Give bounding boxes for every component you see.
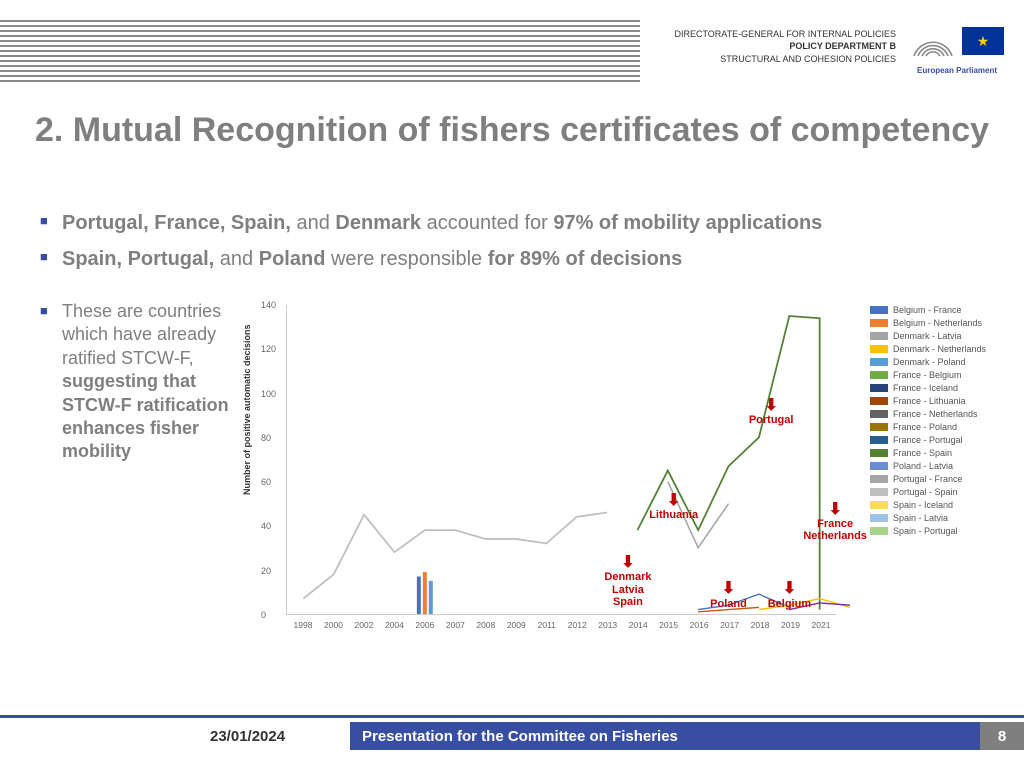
header-text: DIRECTORATE-GENERAL FOR INTERNAL POLICIE… [674,28,896,66]
footer: 23/01/2024 Presentation for the Committe… [0,722,1024,750]
legend-item: Spain - Iceland [870,500,1018,510]
legend-item: Portugal - Spain [870,487,1018,497]
bullet-item: Portugal, France, Spain, and Denmark acc… [40,210,980,236]
chart-annotation: ⬇Poland [693,580,763,610]
side-bullet: These are countries which have already r… [40,300,240,464]
legend-item: Portugal - France [870,474,1018,484]
chart-series [287,305,836,614]
y-axis-label: Number of positive automatic decisions [242,324,252,495]
hdr-line1: DIRECTORATE-GENERAL FOR INTERNAL POLICIE… [674,28,896,41]
chart-plot: 0204060801001201401998200020022004200620… [286,305,836,615]
legend-item: Spain - Latvia [870,513,1018,523]
legend-item: Belgium - France [870,305,1018,315]
legend-item: Poland - Latvia [870,461,1018,471]
hdr-line2: POLICY DEPARTMENT B [674,40,896,53]
legend-item: France - Poland [870,422,1018,432]
footer-date: 23/01/2024 [0,728,350,745]
chart-annotation: ⬇Belgium [754,580,824,610]
chart-annotation: ⬇Portugal [736,397,806,427]
legend-item: Belgium - Netherlands [870,318,1018,328]
legend-item: Spain - Portugal [870,526,1018,536]
legend-item: France - Belgium [870,370,1018,380]
footer-title: Presentation for the Committee on Fisher… [350,722,980,750]
ep-logo-block: ★ European Parliament [910,18,1004,75]
legend-item: Denmark - Netherlands [870,344,1018,354]
legend-item: France - Lithuania [870,396,1018,406]
header-stripes [0,20,640,80]
hdr-line3: STRUCTURAL AND COHESION POLICIES [674,53,896,66]
legend-item: France - Netherlands [870,409,1018,419]
footer-page: 8 [980,722,1024,750]
ep-label: European Parliament [910,66,1004,75]
legend-item: France - Spain [870,448,1018,458]
page-title: 2. Mutual Recognition of fishers certifi… [0,110,1024,151]
legend-item: Denmark - Poland [870,357,1018,367]
hemicycle-icon [910,18,956,64]
legend-item: France - Portugal [870,435,1018,445]
chart-annotation: ⬇FranceNetherlands [800,501,870,543]
header-right: DIRECTORATE-GENERAL FOR INTERNAL POLICIE… [674,18,1004,75]
legend-item: France - Iceland [870,383,1018,393]
chart-container: Number of positive automatic decisions 0… [250,295,1010,665]
footer-line [0,715,1024,718]
legend-item: Denmark - Latvia [870,331,1018,341]
chart-annotation: ⬇DenmarkLatviaSpain [593,554,663,608]
eu-flag-icon: ★ [962,27,1004,55]
bullet-item: Spain, Portugal, and Poland were respons… [40,246,980,272]
main-bullets: Portugal, France, Spain, and Denmark acc… [40,210,980,282]
chart-legend: Belgium - France Belgium - Netherlands Den… [870,305,1018,539]
chart-annotation: ⬇Lithuania [639,492,709,522]
